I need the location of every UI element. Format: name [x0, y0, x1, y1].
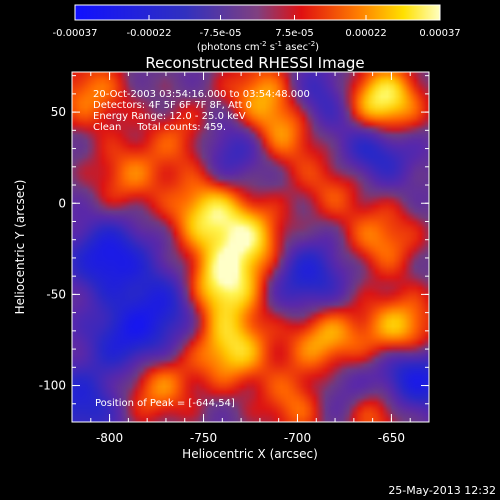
x-tick-label: -750	[190, 431, 217, 445]
plot-frame	[71, 71, 430, 423]
y-axis-ticks: 50 0 -50 -100	[39, 75, 429, 405]
y-tick-label: 0	[58, 196, 66, 210]
x-tick-label: -650	[378, 431, 405, 445]
colorbar	[74, 4, 441, 21]
footer-date: 25-May-2013 12:32	[388, 484, 496, 497]
heatmap-image	[72, 72, 429, 422]
x-tick-label: -800	[96, 431, 123, 445]
annotation-detectors: Detectors: 4F 5F 6F 7F 8F, Att 0	[93, 100, 252, 111]
colorbar-ticks: -0.00037 -0.00022 -7.5e-05 7.5e-05 0.00022 0.…	[53, 15, 461, 39]
colorbar-tick-label: 0.00022	[345, 28, 386, 39]
colorbar-tick-label: -7.5e-05	[200, 28, 242, 39]
y-tick-label: 50	[51, 105, 66, 119]
colorbar-tick-label: -0.00037	[53, 28, 98, 39]
y-axis-label: Heliocentric Y (arcsec)	[13, 180, 27, 315]
colorbar-tick-label: -0.00022	[127, 28, 172, 39]
chart-title: Reconstructed RHESSI Image	[145, 54, 364, 72]
peak-position-label: Position of Peak = [-644,54]	[95, 398, 235, 409]
x-axis-label: Heliocentric X (arcsec)	[182, 447, 318, 461]
colorbar-unit-label: (photons cm-2 s-1 asec-2)	[197, 40, 319, 53]
x-tick-label: -700	[284, 431, 311, 445]
annotations: 20-Oct-2003 03:54:16.000 to 03:54:48.000…	[93, 89, 310, 409]
y-tick-label: -100	[39, 379, 66, 393]
annotation-time: 20-Oct-2003 03:54:16.000 to 03:54:48.000	[93, 89, 310, 100]
y-tick-label: -50	[46, 287, 66, 301]
x-axis-ticks: -800 -750 -700 -650	[90, 72, 430, 445]
annotation-energy: Energy Range: 12.0 - 25.0 keV	[93, 111, 246, 122]
colorbar-tick-label: 0.00037	[419, 28, 460, 39]
annotation-clean: Clean Total counts: 459.	[93, 122, 226, 133]
colorbar-tick-label: 7.5e-05	[275, 28, 313, 39]
